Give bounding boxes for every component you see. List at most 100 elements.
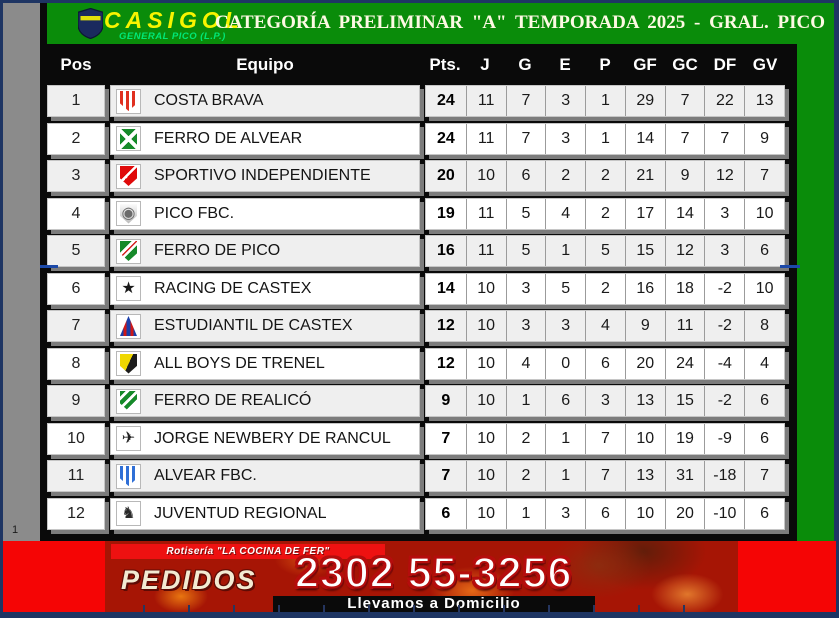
team-cell[interactable]: ALVEAR FBC. bbox=[110, 460, 420, 492]
stat-g[interactable]: 2 bbox=[505, 423, 546, 454]
stat-df[interactable]: -2 bbox=[704, 386, 744, 416]
stat-gv[interactable]: 10 bbox=[744, 273, 784, 304]
stat-j[interactable]: 10 bbox=[465, 311, 506, 341]
stat-g[interactable]: 5 bbox=[505, 198, 546, 229]
stat-pts[interactable]: 19 bbox=[436, 204, 455, 222]
stat-p[interactable]: 6 bbox=[585, 498, 625, 529]
stat-df[interactable]: -18 bbox=[704, 461, 744, 491]
stat-pts[interactable]: 16 bbox=[436, 242, 455, 259]
position-cell[interactable]: 6 bbox=[47, 272, 105, 305]
stat-p[interactable]: 7 bbox=[585, 423, 625, 454]
team-cell[interactable]: ★ RACING DE CASTEX bbox=[110, 272, 420, 305]
stat-gf[interactable]: 16 bbox=[624, 273, 665, 304]
stat-p[interactable]: 7 bbox=[585, 461, 625, 491]
stat-j[interactable]: 10 bbox=[465, 423, 506, 454]
stat-e[interactable]: 1 bbox=[545, 461, 585, 491]
stat-p[interactable]: 4 bbox=[585, 311, 625, 341]
stat-gv[interactable]: 4 bbox=[744, 348, 784, 379]
stat-gc[interactable]: 11 bbox=[664, 311, 705, 341]
stat-e[interactable]: 1 bbox=[545, 236, 585, 266]
stat-pts[interactable]: 12 bbox=[436, 317, 455, 334]
team-cell[interactable]: ♞ JUVENTUD REGIONAL bbox=[110, 497, 420, 530]
stat-pts[interactable]: 7 bbox=[441, 467, 451, 484]
stat-e[interactable]: 3 bbox=[545, 123, 585, 154]
stat-gc[interactable]: 14 bbox=[664, 198, 705, 229]
stat-pts[interactable]: 24 bbox=[436, 92, 455, 109]
stat-g[interactable]: 7 bbox=[505, 123, 546, 154]
stat-p[interactable]: 3 bbox=[585, 386, 625, 416]
stat-gf[interactable]: 21 bbox=[624, 161, 665, 191]
stat-pts[interactable]: 14 bbox=[436, 279, 455, 297]
stat-g[interactable]: 2 bbox=[505, 461, 546, 491]
stat-p[interactable]: 6 bbox=[585, 348, 625, 379]
stat-gv[interactable]: 8 bbox=[744, 311, 784, 341]
stat-df[interactable]: -9 bbox=[704, 423, 744, 454]
stat-g[interactable]: 7 bbox=[505, 86, 546, 116]
stat-gv[interactable]: 7 bbox=[744, 461, 784, 491]
stat-g[interactable]: 3 bbox=[505, 311, 546, 341]
stat-gc[interactable]: 19 bbox=[664, 423, 705, 454]
stat-p[interactable]: 1 bbox=[585, 123, 625, 154]
position-cell[interactable]: 2 bbox=[47, 122, 105, 155]
stat-gf[interactable]: 17 bbox=[624, 198, 665, 229]
stat-j[interactable]: 11 bbox=[465, 123, 506, 154]
stat-df[interactable]: -4 bbox=[704, 348, 744, 379]
stat-df[interactable]: 3 bbox=[704, 236, 744, 266]
stat-gc[interactable]: 7 bbox=[664, 86, 705, 116]
stat-gc[interactable]: 12 bbox=[664, 236, 705, 266]
stat-p[interactable]: 2 bbox=[585, 273, 625, 304]
stat-g[interactable]: 1 bbox=[505, 498, 546, 529]
stat-j[interactable]: 10 bbox=[465, 273, 506, 304]
position-cell[interactable]: 12 bbox=[47, 497, 105, 530]
stat-pts[interactable]: 20 bbox=[436, 167, 455, 184]
team-cell[interactable]: ✈ JORGE NEWBERY DE RANCUL bbox=[110, 422, 420, 455]
stat-j[interactable]: 10 bbox=[465, 498, 506, 529]
stat-gf[interactable]: 14 bbox=[624, 123, 665, 154]
stat-e[interactable]: 3 bbox=[545, 86, 585, 116]
stat-j[interactable]: 10 bbox=[465, 386, 506, 416]
stat-gf[interactable]: 9 bbox=[624, 311, 665, 341]
stat-gf[interactable]: 13 bbox=[624, 386, 665, 416]
position-cell[interactable]: 5 bbox=[47, 235, 105, 267]
stat-e[interactable]: 4 bbox=[545, 198, 585, 229]
team-cell[interactable]: SPORTIVO INDEPENDIENTE bbox=[110, 160, 420, 192]
stat-df[interactable]: 3 bbox=[704, 198, 744, 229]
stat-gv[interactable]: 6 bbox=[744, 236, 784, 266]
team-cell[interactable]: ESTUDIANTIL DE CASTEX bbox=[110, 310, 420, 342]
stat-g[interactable]: 3 bbox=[505, 273, 546, 304]
stat-e[interactable]: 3 bbox=[545, 498, 585, 529]
stat-e[interactable]: 5 bbox=[545, 273, 585, 304]
stat-gv[interactable]: 6 bbox=[744, 498, 784, 529]
position-cell[interactable]: 1 bbox=[47, 85, 105, 117]
stat-gc[interactable]: 7 bbox=[664, 123, 705, 154]
stat-j[interactable]: 11 bbox=[465, 86, 506, 116]
stat-g[interactable]: 5 bbox=[505, 236, 546, 266]
stat-gf[interactable]: 29 bbox=[624, 86, 665, 116]
stat-pts[interactable]: 9 bbox=[441, 392, 451, 409]
stat-e[interactable]: 1 bbox=[545, 423, 585, 454]
stat-g[interactable]: 6 bbox=[505, 161, 546, 191]
stat-gc[interactable]: 24 bbox=[664, 348, 705, 379]
team-cell[interactable]: ◉ PICO FBC. bbox=[110, 197, 420, 230]
stat-e[interactable]: 6 bbox=[545, 386, 585, 416]
stat-df[interactable]: 7 bbox=[704, 123, 744, 154]
stat-gv[interactable]: 6 bbox=[744, 386, 784, 416]
team-cell[interactable]: ALL BOYS DE TRENEL bbox=[110, 347, 420, 380]
team-cell[interactable]: COSTA BRAVA bbox=[110, 85, 420, 117]
position-cell[interactable]: 9 bbox=[47, 385, 105, 417]
stat-p[interactable]: 2 bbox=[585, 198, 625, 229]
stat-pts[interactable]: 24 bbox=[436, 129, 455, 147]
stat-j[interactable]: 10 bbox=[465, 161, 506, 191]
stat-e[interactable]: 0 bbox=[545, 348, 585, 379]
team-cell[interactable]: FERRO DE PICO bbox=[110, 235, 420, 267]
stat-gf[interactable]: 10 bbox=[624, 498, 665, 529]
stat-gf[interactable]: 10 bbox=[624, 423, 665, 454]
stat-gv[interactable]: 6 bbox=[744, 423, 784, 454]
team-cell[interactable]: FERRO DE ALVEAR bbox=[110, 122, 420, 155]
stat-j[interactable]: 10 bbox=[465, 461, 506, 491]
stat-pts[interactable]: 7 bbox=[441, 429, 451, 447]
stat-g[interactable]: 1 bbox=[505, 386, 546, 416]
stat-gc[interactable]: 15 bbox=[664, 386, 705, 416]
stat-df[interactable]: 22 bbox=[704, 86, 744, 116]
stat-df[interactable]: -2 bbox=[704, 273, 744, 304]
